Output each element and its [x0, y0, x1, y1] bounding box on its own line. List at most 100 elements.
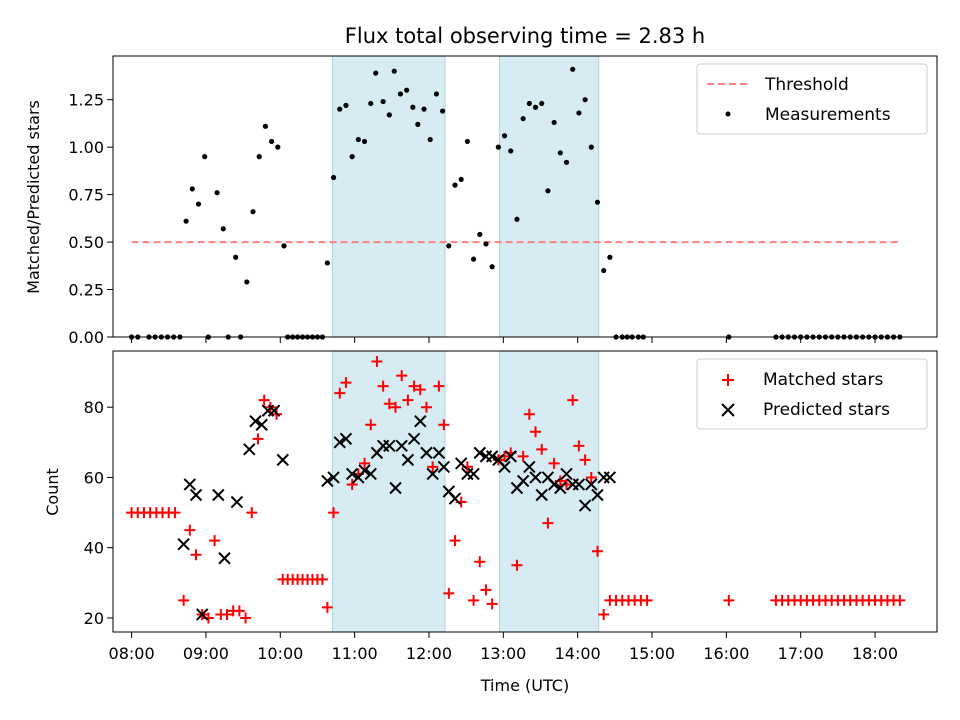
bottom-plot-frame	[112, 350, 938, 633]
measurement-point	[415, 121, 421, 127]
bottom-x-axis-label: Time (UTC)	[480, 676, 569, 695]
measurement-point	[570, 66, 576, 72]
matched-star-point	[414, 384, 426, 396]
y-tick-label: 40	[84, 539, 104, 558]
x-tick-label: 13:00	[480, 644, 526, 663]
predicted-star-point	[276, 453, 289, 467]
measurement-point	[539, 100, 545, 107]
predicted-star-point	[603, 471, 617, 484]
y-tick-label: 0.50	[68, 233, 104, 252]
matched-star-point	[573, 440, 585, 452]
predicted-star-point	[554, 481, 567, 495]
x-tick-label: 09:00	[183, 644, 229, 663]
matched-star-point	[365, 419, 377, 431]
measurement-point	[410, 104, 416, 110]
matched-star-point	[567, 394, 579, 406]
measurement-point	[233, 254, 239, 260]
measurement-point	[464, 138, 470, 145]
measurement-point	[386, 112, 392, 118]
predicted-star-point	[420, 446, 433, 460]
matched-star-point	[169, 507, 181, 519]
top-chart-title: Flux total observing time = 2.83 h	[345, 24, 705, 48]
x-tick-label: 12:00	[406, 644, 452, 663]
measurement-point	[262, 123, 269, 129]
top-legend: Threshold Measurements	[696, 63, 928, 135]
measurement-point	[582, 97, 588, 103]
measurement-point	[477, 231, 483, 238]
matched-star-point	[240, 612, 252, 624]
measurement-point	[256, 154, 262, 160]
measurement-point	[532, 104, 539, 110]
bottom-y-axis-label: Count	[43, 468, 62, 516]
measurement-point	[330, 174, 337, 181]
measurement-point	[373, 70, 379, 76]
measurement-point	[368, 100, 374, 107]
matched-star-point	[536, 443, 548, 455]
x-tick-label: 10:00	[257, 644, 303, 663]
measurement-point	[355, 136, 361, 143]
predicted-star-point	[437, 460, 451, 474]
predicted-star-point	[212, 488, 225, 502]
measurement-point	[250, 209, 256, 215]
measurement-point	[269, 138, 275, 145]
predicted-star-point	[473, 446, 486, 460]
threshold-legend-label: Threshold	[764, 75, 849, 95]
measurement-point	[433, 91, 440, 97]
predicted-legend-label: Predicted stars	[763, 400, 890, 420]
measurement-point	[380, 98, 386, 105]
predicted-star-point	[345, 467, 359, 481]
matched-star-point	[190, 549, 202, 561]
matched-star-point	[548, 457, 560, 469]
x-tick-label: 17:00	[778, 644, 824, 663]
measurement-point	[440, 108, 446, 114]
matched-star-point	[321, 601, 333, 613]
matched-legend-swatch	[722, 374, 734, 386]
matched-star-point	[723, 594, 735, 606]
measurement-point	[607, 254, 613, 260]
matched-star-point	[517, 450, 529, 462]
matched-star-point	[184, 524, 196, 536]
predicted-star-point	[230, 495, 244, 509]
top-legend-box	[696, 63, 928, 135]
measurement-point	[427, 136, 433, 143]
matched-star-point	[443, 587, 455, 599]
y-tick-label: 20	[84, 609, 104, 628]
predicted-star-point	[218, 552, 231, 565]
matched-star-point	[209, 535, 221, 547]
predicted-star-point	[389, 481, 402, 495]
predicted-star-point	[535, 488, 548, 502]
predicted-star-point	[196, 608, 209, 621]
predicted-star-point	[454, 457, 468, 470]
predicted-star-point	[339, 432, 353, 446]
measurement-point	[195, 201, 202, 207]
matched-star-point	[334, 387, 346, 399]
measurement-point	[483, 241, 489, 247]
measurement-point	[563, 159, 570, 165]
matched-star-point	[178, 594, 190, 606]
predicted-star-point	[448, 492, 462, 505]
matched-star-point	[316, 573, 328, 585]
matched-star-point	[408, 380, 420, 392]
matched-star-point	[433, 380, 445, 392]
measurement-point	[545, 188, 551, 194]
measurement-point	[183, 218, 189, 224]
predicted-star-point	[591, 488, 604, 502]
matched-star-point	[346, 478, 358, 490]
matched-star-point	[427, 461, 439, 473]
y-tick-label: 1.00	[68, 138, 104, 157]
x-tick-label: 08:00	[109, 644, 155, 663]
measurement-point	[343, 102, 349, 108]
y-tick-label: 60	[84, 468, 104, 487]
top-plot-frame	[112, 55, 938, 338]
predicted-star-point	[407, 432, 421, 446]
predicted-star-point	[547, 478, 561, 491]
matched-star-point	[523, 408, 535, 420]
measurement-point	[526, 100, 532, 107]
bottom-chart-marks	[126, 356, 906, 624]
x-tick-label: 16:00	[703, 644, 749, 663]
measurement-point	[508, 148, 514, 154]
measurement-point	[275, 144, 281, 150]
matched-star-point	[383, 398, 395, 410]
x-tick-label: 11:00	[332, 644, 378, 663]
